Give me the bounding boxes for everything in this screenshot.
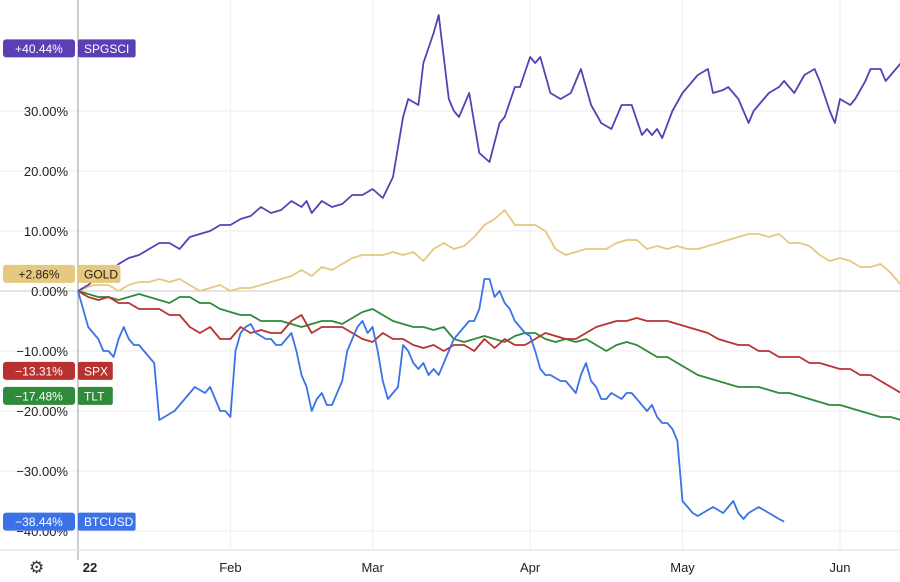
badge-btcusd: −38.44% BTCUSD bbox=[3, 512, 136, 531]
badge-value-box bbox=[3, 361, 75, 380]
series-line-btcusd bbox=[77, 278, 785, 523]
y-tick-label: −10.00% bbox=[16, 344, 68, 359]
badge-name-box bbox=[78, 264, 121, 283]
series-line-spgsci bbox=[77, 14, 900, 292]
y-tick-label: 20.00% bbox=[24, 164, 69, 179]
badge-value-text: −17.48% bbox=[15, 389, 63, 403]
badge-gold: +2.86% GOLD bbox=[3, 264, 121, 283]
series-line-gold bbox=[77, 209, 900, 292]
y-tick-label: 0.00% bbox=[31, 284, 68, 299]
series-line-spx bbox=[77, 290, 900, 394]
badge-value-text: +2.86% bbox=[18, 267, 59, 281]
badge-name-box bbox=[78, 386, 113, 405]
badge-name-box bbox=[78, 361, 113, 380]
badge-name-text: SPX bbox=[84, 364, 108, 378]
x-tick-label: Jun bbox=[830, 560, 851, 575]
badge-value-text: +40.44% bbox=[15, 42, 63, 56]
badge-name-text: TLT bbox=[84, 389, 105, 403]
badge-spgsci: +40.44% SPGSCI bbox=[3, 39, 136, 58]
x-tick-label: Feb bbox=[219, 560, 241, 575]
badge-name-text: SPGSCI bbox=[84, 42, 129, 56]
badge-name-text: GOLD bbox=[84, 267, 118, 281]
series-lines bbox=[77, 14, 900, 523]
grid-lines bbox=[0, 0, 900, 550]
series-badges: +40.44% SPGSCI +2.86% GOLD −13.31% SPX −17.48%… bbox=[3, 39, 136, 531]
x-tick-label: Apr bbox=[520, 560, 541, 575]
x-tick-label: May bbox=[670, 560, 695, 575]
badge-value-box bbox=[3, 39, 75, 58]
badge-value-text: −13.31% bbox=[15, 364, 63, 378]
badge-name-text: BTCUSD bbox=[84, 515, 134, 529]
x-axis-ticks: 22 Feb Mar Apr May Jun bbox=[83, 560, 851, 575]
badge-value-box bbox=[3, 386, 75, 405]
badge-tlt: −17.48% TLT bbox=[3, 386, 113, 405]
y-tick-label: −30.00% bbox=[16, 464, 68, 479]
badge-value-text: −38.44% bbox=[15, 515, 63, 529]
y-tick-label: 30.00% bbox=[24, 104, 69, 119]
badge-name-box bbox=[78, 512, 136, 531]
x-tick-label: Mar bbox=[361, 560, 384, 575]
y-axis-ticks: 30.00% 20.00% 10.00% 0.00% −10.00% −20.00% −30… bbox=[16, 104, 68, 539]
y-tick-label: −20.00% bbox=[16, 404, 68, 419]
y-tick-label: 10.00% bbox=[24, 224, 69, 239]
settings-gear-icon[interactable]: ⚙ bbox=[29, 558, 45, 577]
badge-name-box bbox=[78, 39, 136, 58]
x-tick-label: 22 bbox=[83, 560, 97, 575]
badge-value-box bbox=[3, 264, 75, 283]
badge-spx: −13.31% SPX bbox=[3, 361, 113, 380]
badge-value-box bbox=[3, 512, 75, 531]
